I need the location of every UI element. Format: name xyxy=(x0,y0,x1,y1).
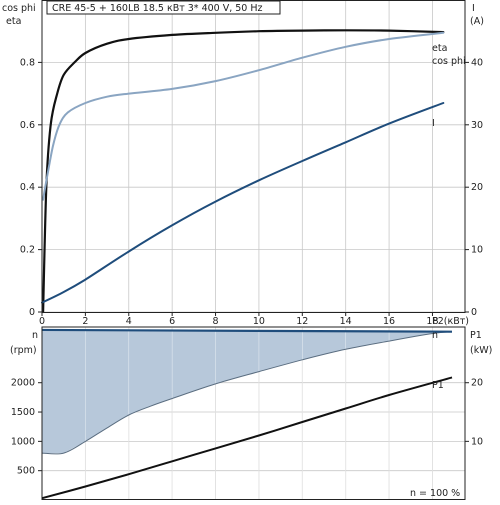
speed-footnote: n = 100 % xyxy=(410,488,460,499)
bottom-right-y-tick-label: 20 xyxy=(471,378,483,389)
top-left-y-tick-label: 0.6 xyxy=(20,120,35,131)
speed-lower-limit-curve xyxy=(41,331,453,455)
left-axis-label-cos-phi: cos phi xyxy=(2,3,36,14)
top-x-tick-label: 12 xyxy=(296,316,308,327)
top-x-tick-label: 0 xyxy=(39,316,45,327)
top-right-y-tick-label: 10 xyxy=(471,245,483,256)
speed-n-line xyxy=(41,328,452,333)
bottom-right-y-tick-label: 10 xyxy=(471,436,483,447)
top-x-tick-label: 6 xyxy=(169,316,175,327)
cos-phi-series-label: cos phi xyxy=(432,56,466,67)
top-x-tick-label: 8 xyxy=(213,316,219,327)
top-right-y-tick-label: 20 xyxy=(471,182,483,193)
label-layer: cos phi eta I (A) P2(кВт) n (rpm) P1 (kW… xyxy=(2,3,492,499)
speed-range-area xyxy=(42,329,452,454)
right-axis-unit-a: (A) xyxy=(470,16,484,27)
frame-layer xyxy=(38,0,469,500)
current-curve xyxy=(41,102,445,304)
lower-right-axis-label-p1: P1 xyxy=(470,330,482,341)
x-axis-label-p2: P2(кВт) xyxy=(432,316,469,327)
top-x-tick-label: 18 xyxy=(426,316,438,327)
top-x-tick-label: 2 xyxy=(82,316,88,327)
top-left-y-tick-label: 0.8 xyxy=(20,57,35,68)
chart-title: CRE 45-5 + 160LB 18.5 кВт 3* 400 V, 50 H… xyxy=(52,3,263,14)
top-right-y-tick-label: 40 xyxy=(471,57,483,68)
top-right-y-tick-label: 0 xyxy=(471,307,477,318)
p1-curve xyxy=(41,376,453,500)
top-x-tick-label: 4 xyxy=(126,316,132,327)
left-axis-label-eta: eta xyxy=(6,16,21,27)
top-right-y-tick-label: 30 xyxy=(471,120,483,131)
cos-phi-curve xyxy=(42,31,445,201)
curve-layer xyxy=(41,29,453,500)
title-box xyxy=(46,0,281,15)
bottom-left-y-tick-label: 500 xyxy=(17,466,35,477)
top-left-y-tick-label: 0.4 xyxy=(20,182,35,193)
lower-right-axis-unit-kw: (kW) xyxy=(470,345,492,356)
bottom-left-y-tick-label: 1000 xyxy=(11,436,35,447)
current-series-label: I xyxy=(432,118,435,129)
top-x-tick-label: 16 xyxy=(383,316,395,327)
top-x-tick-label: 10 xyxy=(253,316,265,327)
n-series-label: n xyxy=(432,330,438,341)
top-x-tick-label: 14 xyxy=(340,316,352,327)
lower-left-axis-unit-rpm: (rpm) xyxy=(10,345,37,356)
right-axis-label-i: I xyxy=(472,3,475,14)
p1-series-label: P1 xyxy=(432,380,444,391)
lower-left-axis-label-n: n xyxy=(32,330,38,341)
top-left-y-tick-label: 0.2 xyxy=(20,245,35,256)
bottom-left-y-tick-label: 2000 xyxy=(11,378,35,389)
bottom-left-y-tick-label: 1500 xyxy=(11,407,35,418)
eta-series-label: eta xyxy=(432,43,447,54)
eta-curve xyxy=(42,29,445,314)
top-left-y-tick-label: 0 xyxy=(29,307,35,318)
